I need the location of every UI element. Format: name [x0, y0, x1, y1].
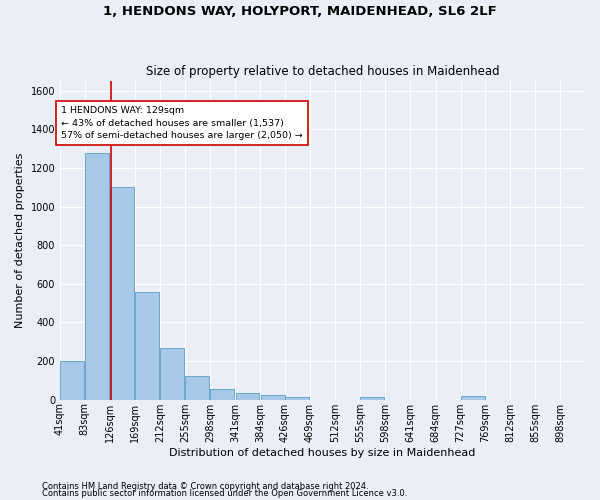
- Bar: [85, 154, 109, 400]
- Bar: [260, 395, 284, 400]
- Bar: [110, 188, 134, 400]
- Bar: [135, 292, 159, 400]
- Bar: [61, 361, 84, 400]
- Text: 1 HENDONS WAY: 129sqm
← 43% of detached houses are smaller (1,537)
57% of semi-d: 1 HENDONS WAY: 129sqm ← 43% of detached …: [61, 106, 303, 140]
- Bar: [211, 389, 235, 400]
- Bar: [185, 376, 209, 400]
- Title: Size of property relative to detached houses in Maidenhead: Size of property relative to detached ho…: [146, 66, 499, 78]
- Text: Contains public sector information licensed under the Open Government Licence v3: Contains public sector information licen…: [42, 490, 407, 498]
- Bar: [160, 348, 184, 400]
- Bar: [361, 397, 385, 400]
- Text: Contains HM Land Registry data © Crown copyright and database right 2024.: Contains HM Land Registry data © Crown c…: [42, 482, 368, 491]
- Text: 1, HENDONS WAY, HOLYPORT, MAIDENHEAD, SL6 2LF: 1, HENDONS WAY, HOLYPORT, MAIDENHEAD, SL…: [103, 5, 497, 18]
- Bar: [461, 396, 485, 400]
- Bar: [236, 393, 259, 400]
- Bar: [285, 397, 309, 400]
- X-axis label: Distribution of detached houses by size in Maidenhead: Distribution of detached houses by size …: [169, 448, 476, 458]
- Y-axis label: Number of detached properties: Number of detached properties: [15, 152, 25, 328]
